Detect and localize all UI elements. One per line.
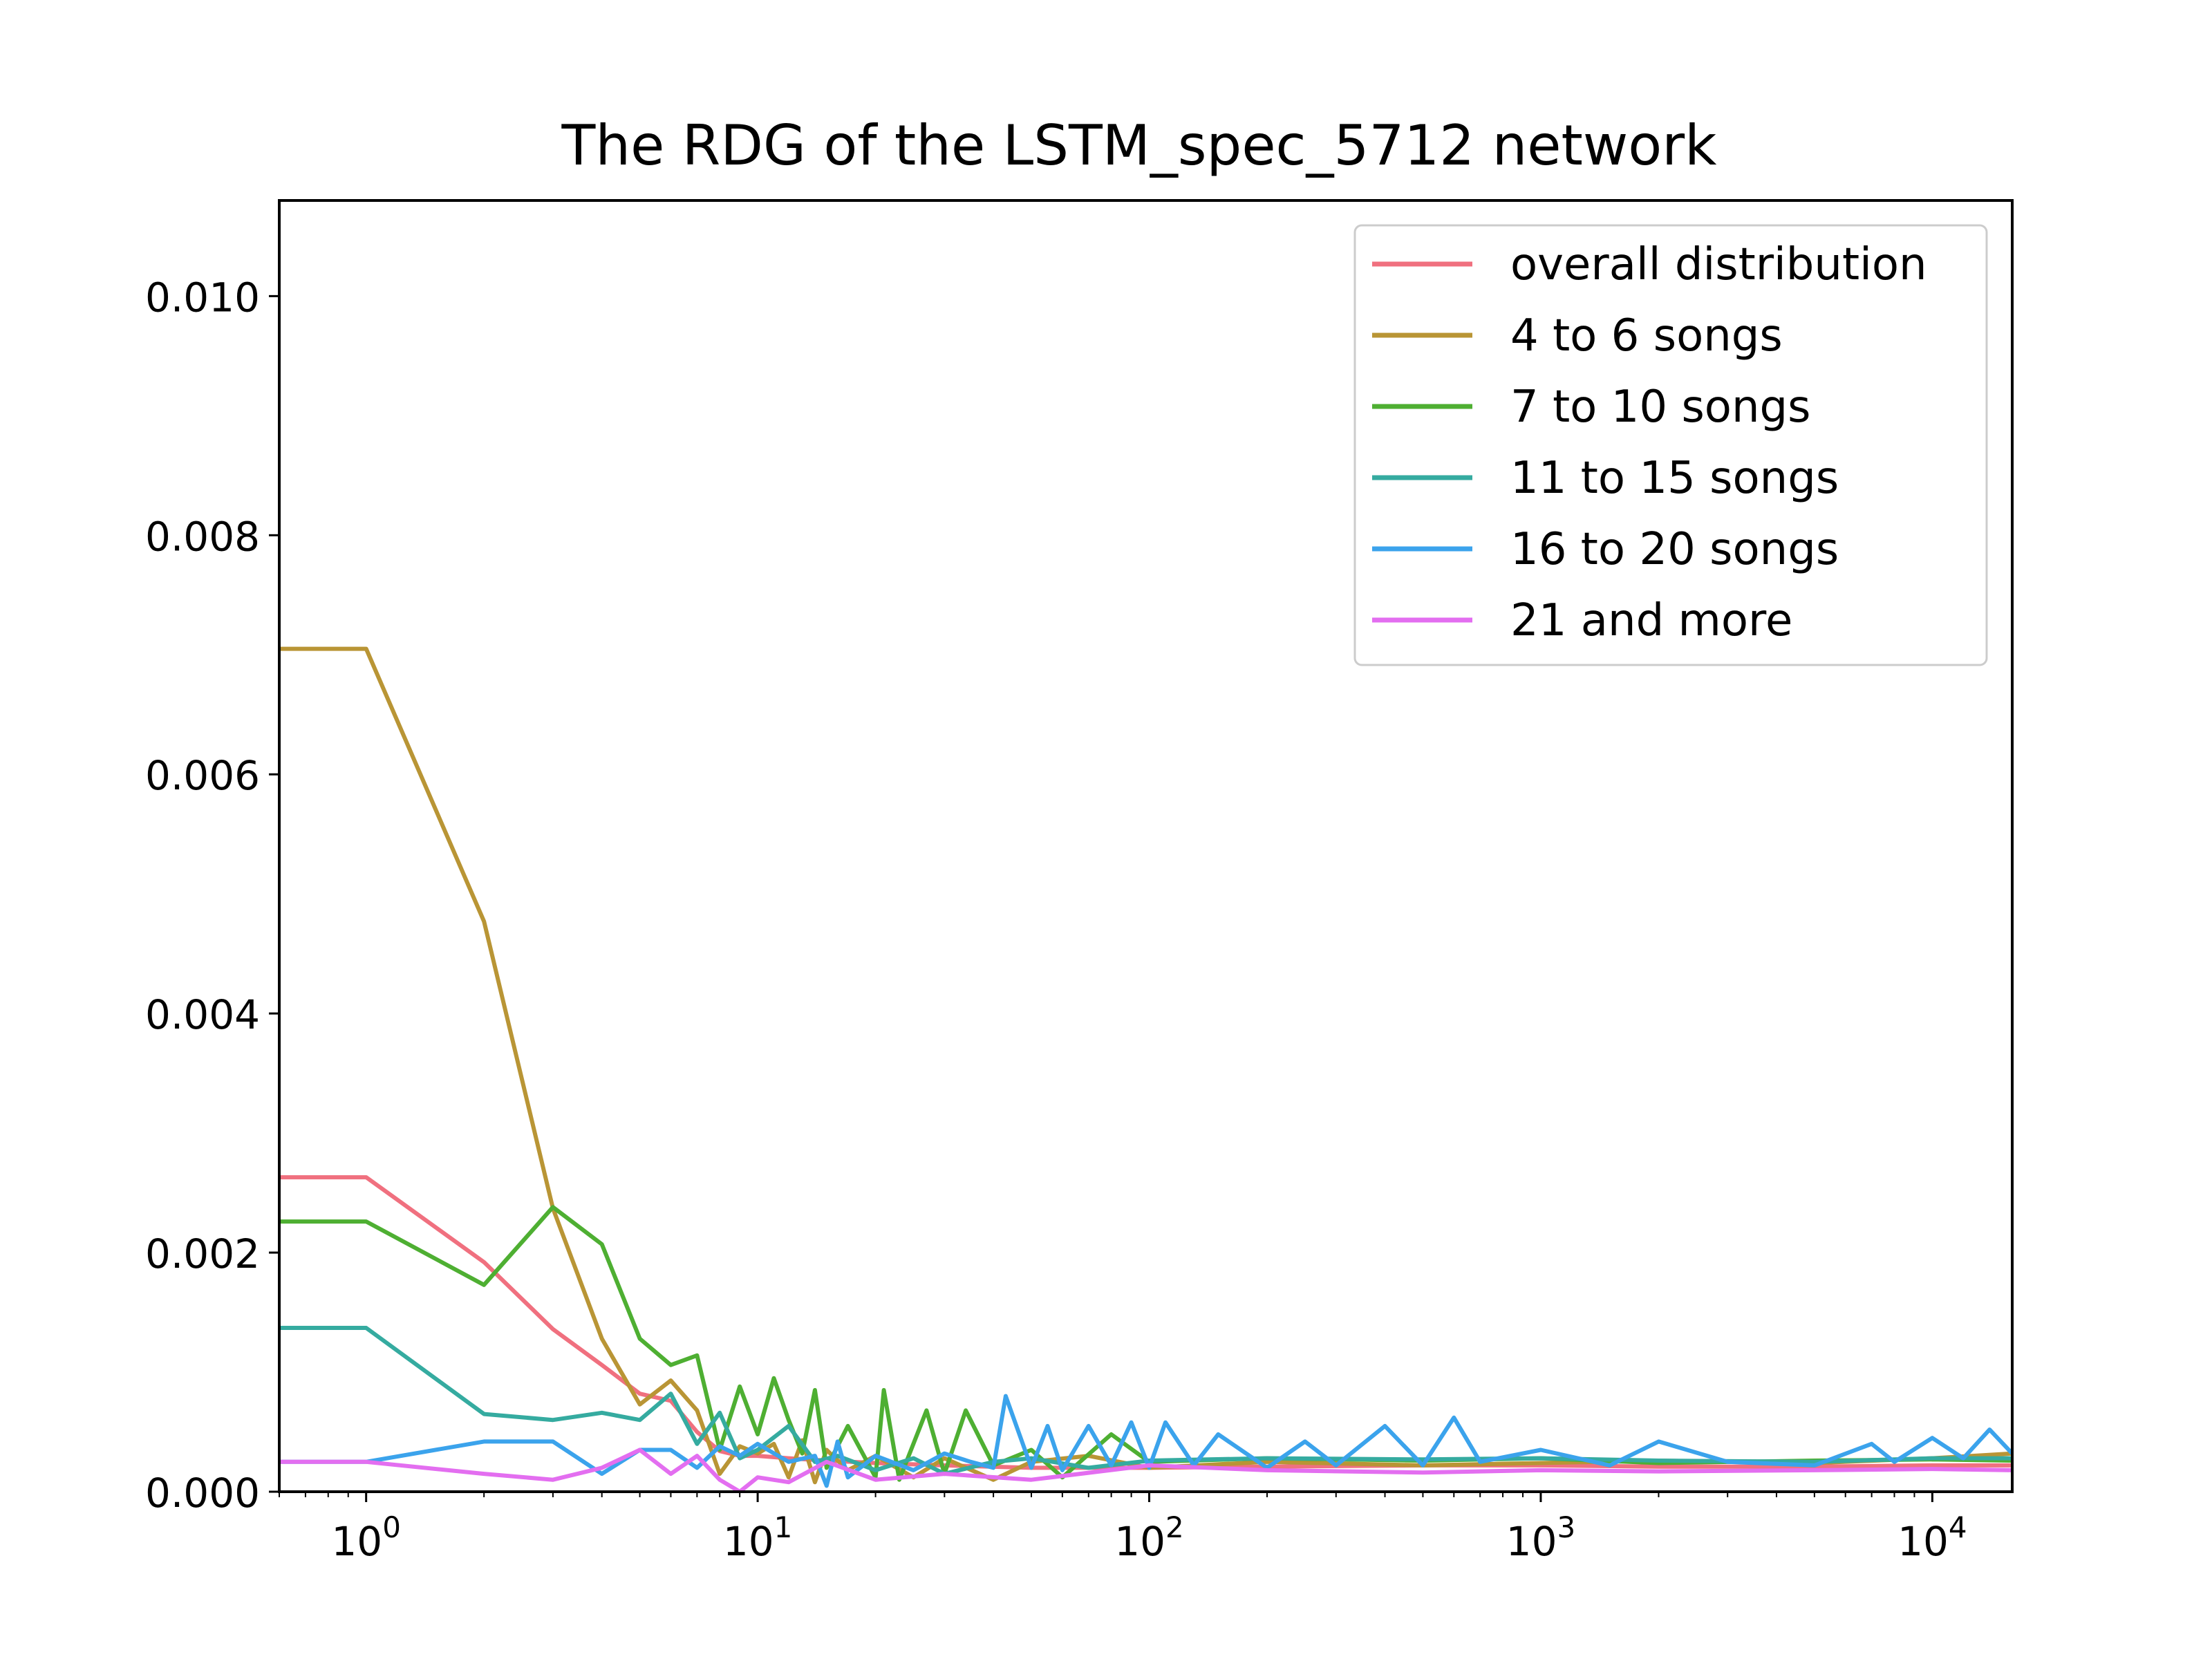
x-tick-base: 10 [1114, 1518, 1165, 1565]
chart-title: The RDG of the LSTM_spec_5712 network [561, 113, 1718, 178]
series-layer [279, 646, 2012, 1492]
x-tick-exponent: 2 [1165, 1510, 1184, 1544]
x-tick-label: 100 [331, 1510, 401, 1565]
x-tick-base: 10 [1897, 1518, 1949, 1565]
y-tick-label: 0.004 [145, 991, 260, 1038]
legend-label: 21 and more [1510, 595, 1792, 646]
y-tick-label: 0.002 [145, 1230, 260, 1277]
legend-label: 4 to 6 songs [1510, 310, 1783, 362]
series-line-3 [279, 1326, 2012, 1477]
x-tick-base: 10 [1506, 1518, 1557, 1565]
x-tick-exponent: 3 [1557, 1510, 1575, 1544]
series-line-5 [279, 1447, 2012, 1492]
series-line-4 [279, 1394, 2012, 1488]
y-axis: 0.000 0.002 0.004 0.006 0.008 0.010 [145, 274, 279, 1517]
x-tick-base: 10 [723, 1518, 774, 1565]
x-tick-label: 103 [1506, 1510, 1576, 1565]
x-tick-label: 104 [1897, 1510, 1967, 1565]
x-tick-exponent: 4 [1949, 1510, 1967, 1544]
y-tick-label: 0.006 [145, 752, 260, 799]
x-tick-label: 102 [1114, 1510, 1184, 1565]
y-tick-label: 0.008 [145, 513, 260, 560]
plot-frame [278, 199, 2014, 1493]
legend: overall distribution 4 to 6 songs 7 to 10 … [1353, 224, 1988, 666]
x-tick-base: 10 [331, 1518, 382, 1565]
legend-label: 16 to 20 songs [1510, 524, 1839, 575]
y-tick-label: 0.010 [145, 274, 260, 321]
legend-box [1353, 224, 1988, 666]
x-tick-exponent: 0 [382, 1510, 401, 1544]
x-tick-label: 101 [723, 1510, 793, 1565]
legend-label: 11 to 15 songs [1510, 453, 1839, 504]
x-tick-exponent: 1 [774, 1510, 793, 1544]
x-axis: 100 101 102 103 104 [279, 1492, 1967, 1565]
y-tick-label: 0.000 [145, 1470, 260, 1517]
legend-label: overall distribution [1510, 239, 1927, 290]
legend-label: 7 to 10 songs [1510, 382, 1810, 433]
